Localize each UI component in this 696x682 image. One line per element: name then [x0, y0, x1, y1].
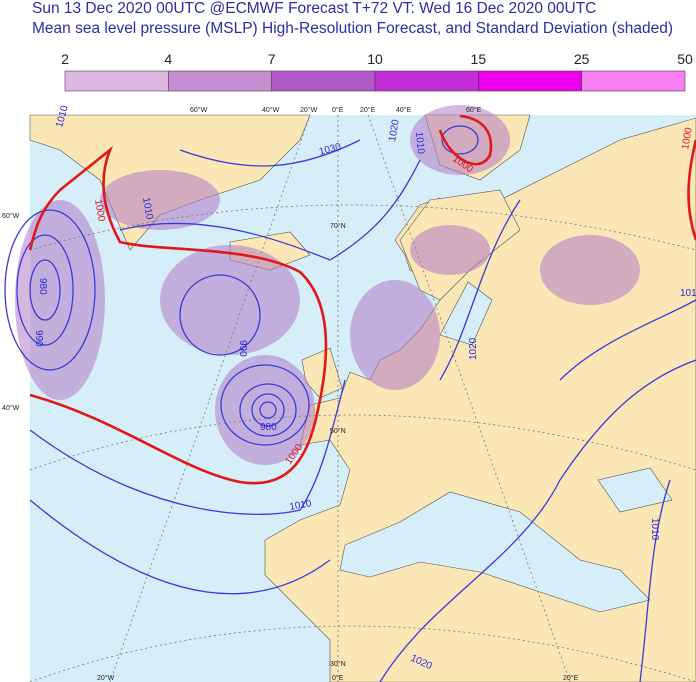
subtitle: Mean sea level pressure (MSLP) High-Reso… — [32, 20, 673, 37]
contour-label: 1010 — [140, 197, 155, 221]
lat-label: 60°W — [2, 212, 20, 220]
lat-label: 50°N — [330, 427, 346, 435]
colorbar-label: 25 — [574, 51, 590, 67]
contour-label: 1020 — [387, 118, 402, 142]
lat-label: 70°N — [330, 222, 346, 230]
title: Sun 13 Dec 2020 00UTC @ECMWF Forecast T+… — [32, 0, 597, 17]
lon-label: 40°W — [262, 106, 280, 114]
lon-label: 0°E — [332, 106, 344, 114]
colorbar-label: 10 — [367, 51, 383, 67]
lon-label: 20°E — [563, 674, 579, 682]
contour-label: 1010 — [413, 131, 426, 155]
graticule — [29, 114, 696, 682]
lon-label: 60°E — [466, 106, 482, 114]
colorbar-segment — [168, 70, 272, 92]
contour-label: 1010 — [289, 498, 313, 513]
lon-label: 40°E — [396, 106, 412, 114]
contour-label: 1020 — [468, 337, 479, 360]
mediterranean — [339, 491, 651, 613]
lon-label: 20°E — [360, 106, 376, 114]
isobars — [4, 114, 696, 682]
lat-label: 30°N — [330, 660, 346, 668]
contour-label: 1000 — [680, 126, 695, 150]
contour-label: 990 — [237, 340, 248, 357]
colorbar-segment — [478, 70, 582, 92]
colorbar-segment — [64, 70, 169, 92]
lon-label: 60°W — [190, 106, 208, 114]
contour-label: 1010 — [680, 288, 696, 299]
colorbar-label: 2 — [61, 51, 69, 67]
contour-label: 1010 — [649, 518, 660, 541]
colorbar-segment — [374, 70, 479, 92]
colorbar-label: 50 — [677, 51, 693, 67]
colorbar-label: 7 — [268, 51, 276, 67]
lon-label: 0°E — [332, 674, 344, 682]
black-sea — [597, 467, 673, 513]
contour-label: 1000 — [92, 199, 107, 223]
lon-label: 20°W — [300, 106, 318, 114]
colorbar-label: 4 — [164, 51, 172, 67]
contour-label: 980 — [260, 422, 277, 433]
colorbar: 2 4 7 10 15 25 50 — [61, 51, 693, 92]
contour-label: 990 — [33, 330, 44, 347]
baltic — [439, 281, 493, 346]
colorbar-label: 15 — [471, 51, 487, 67]
map: 1010 1000 1010 1030 1020 1010 1000 980 9… — [2, 104, 696, 682]
lon-label: 20°W — [97, 674, 115, 682]
lat-label: 40°W — [2, 404, 20, 412]
coordinate-labels: 60°W 40°W 20°W 0°E 20°E 40°E 60°E 60°W 4… — [2, 106, 579, 682]
colorbar-segment — [581, 70, 686, 92]
contour-label: 980 — [37, 278, 48, 295]
contour-labels: 1010 1000 1010 1030 1020 1010 1000 980 9… — [33, 104, 696, 672]
colorbar-segment — [271, 70, 376, 92]
